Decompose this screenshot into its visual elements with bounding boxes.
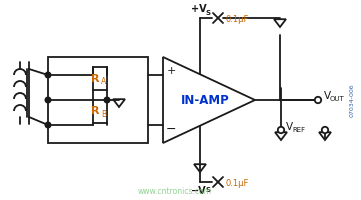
Bar xyxy=(93,67,107,90)
Text: V: V xyxy=(324,91,331,101)
Text: +: + xyxy=(166,66,176,76)
Text: www.cntronics.com: www.cntronics.com xyxy=(138,188,212,196)
Bar xyxy=(48,57,148,143)
Text: A: A xyxy=(101,77,106,86)
Text: −V: −V xyxy=(191,186,207,196)
Text: −: − xyxy=(166,122,176,136)
Text: 0.1μF: 0.1μF xyxy=(225,178,248,188)
Text: B: B xyxy=(101,110,106,119)
Bar xyxy=(93,100,107,123)
Text: R: R xyxy=(91,106,99,116)
Circle shape xyxy=(278,127,284,133)
Text: S: S xyxy=(206,10,211,16)
Circle shape xyxy=(322,127,328,133)
Text: 07034-006: 07034-006 xyxy=(349,83,355,117)
Text: V: V xyxy=(286,122,293,132)
Text: OUT: OUT xyxy=(330,96,344,102)
Circle shape xyxy=(45,97,51,103)
Text: IN-AMP: IN-AMP xyxy=(180,94,229,106)
Circle shape xyxy=(45,72,51,78)
Circle shape xyxy=(104,97,110,103)
Circle shape xyxy=(45,122,51,128)
Text: S: S xyxy=(206,187,211,193)
Text: R: R xyxy=(91,73,99,84)
Text: +V: +V xyxy=(191,4,207,14)
Circle shape xyxy=(315,97,321,103)
Text: REF: REF xyxy=(292,127,305,133)
Text: 0.1μF: 0.1μF xyxy=(225,15,248,23)
